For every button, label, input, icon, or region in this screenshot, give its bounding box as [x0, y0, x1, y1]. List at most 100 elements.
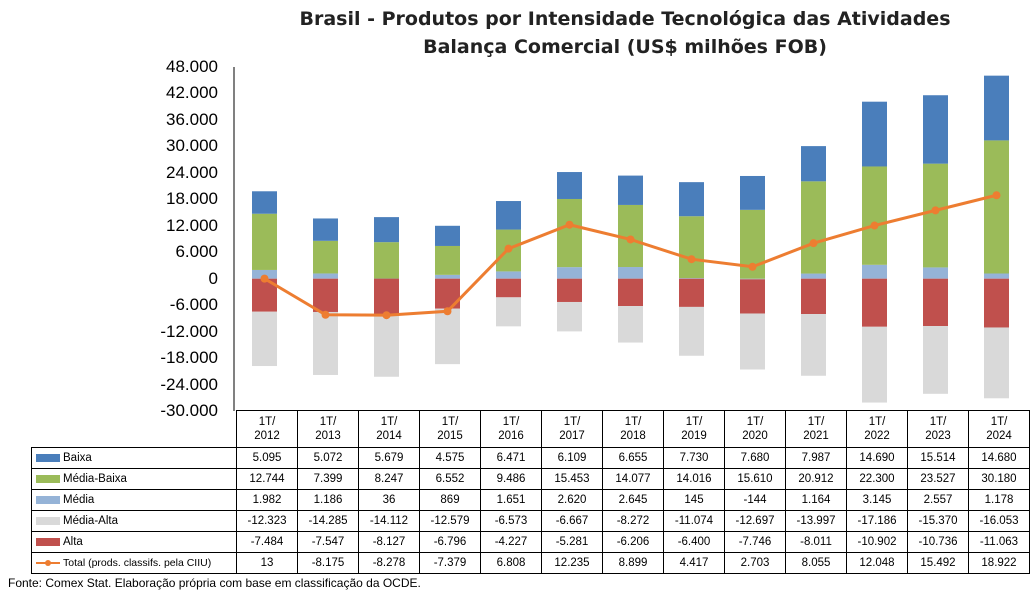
data-label: 12.235: [541, 552, 603, 574]
data-label: -12.323: [236, 510, 298, 532]
bar-baixa: [557, 172, 582, 199]
legend-entry: Média-Alta: [31, 510, 237, 532]
category-label-line2: 2022: [864, 430, 890, 442]
data-label: 6.109: [541, 447, 603, 469]
y-tick-label: -12.000: [160, 321, 218, 341]
bar-media: [313, 273, 338, 279]
data-label: 15.514: [907, 447, 969, 469]
category-label-line1: 1T/: [990, 416, 1008, 428]
bar-baixa: [923, 95, 948, 164]
bar-media: [496, 271, 521, 279]
bar-media: [740, 278, 765, 280]
data-label: -16.053: [968, 510, 1030, 532]
category-header: 1T/2023: [907, 410, 969, 448]
legend-label: Baixa: [63, 452, 92, 464]
category-header: 1T/2016: [480, 410, 542, 448]
bar-media: [801, 273, 826, 279]
data-label: 2.645: [602, 489, 664, 511]
data-label: -8.175: [297, 552, 359, 574]
data-label: -14.112: [358, 510, 420, 532]
data-label: -10.736: [907, 531, 969, 553]
data-label: -6.796: [419, 531, 481, 553]
bar-baixa: [496, 201, 521, 230]
legend-entry: Média: [31, 489, 237, 511]
data-label: -7.547: [297, 531, 359, 553]
bar-media_alta: [313, 311, 338, 375]
bar-media_alta: [984, 327, 1009, 399]
bar-media_alta: [557, 301, 582, 332]
data-label: 8.247: [358, 468, 420, 490]
bar-alta: [862, 278, 887, 327]
chart-title-line1: Brasil - Produtos por Intensidade Tecnol…: [299, 8, 951, 30]
data-label: 30.180: [968, 468, 1030, 490]
data-label: 18.922: [968, 552, 1030, 574]
bar-media_alta: [923, 326, 948, 394]
category-header: 1T/2015: [419, 410, 481, 448]
data-label: 5.095: [236, 447, 298, 469]
data-label: 2.703: [724, 552, 786, 574]
category-header: 1T/2014: [358, 410, 420, 448]
legend-swatch: [36, 516, 60, 525]
total-point: [565, 220, 574, 229]
data-label: 7.730: [663, 447, 725, 469]
bar-baixa: [313, 218, 338, 241]
data-label: 4.417: [663, 552, 725, 574]
data-label: 15.453: [541, 468, 603, 490]
legend-entry: Alta: [31, 531, 237, 553]
chart-title-line2: Balança Comercial (US$ milhões FOB): [423, 36, 827, 58]
category-label-line1: 1T/: [563, 416, 581, 428]
data-label: 8.055: [785, 552, 847, 574]
data-label: -7.484: [236, 531, 298, 553]
bar-alta: [984, 278, 1009, 328]
source-note: Fonte: Comex Stat. Elaboração própria co…: [8, 576, 421, 590]
data-label: 6.808: [480, 552, 542, 574]
bar-media: [435, 274, 460, 279]
bar-media_baixa: [679, 216, 704, 279]
legend-label: Média: [63, 494, 95, 506]
data-label: 1.164: [785, 489, 847, 511]
bar-alta: [923, 278, 948, 327]
y-tick-label: 48.000: [166, 57, 218, 76]
y-tick-label: 24.000: [166, 162, 218, 182]
category-label-line1: 1T/: [746, 416, 764, 428]
bar-media_baixa: [557, 198, 582, 268]
y-tick-label: 6.000: [175, 242, 218, 262]
legend-label: Total (prods. classifs. pela CIIU): [63, 557, 212, 569]
data-label: -15.370: [907, 510, 969, 532]
data-label: 36: [358, 489, 420, 511]
data-label: -144: [724, 489, 786, 511]
bar-baixa: [801, 146, 826, 182]
bar-media: [618, 267, 643, 279]
category-label-line1: 1T/: [502, 416, 520, 428]
category-label-line1: 1T/: [929, 416, 947, 428]
table-row-total: Total (prods. classifs. pela CIIU) 13 -8.1…: [31, 552, 1030, 574]
category-label-line1: 1T/: [258, 416, 276, 428]
data-label: 5.679: [358, 447, 420, 469]
data-label: 13: [236, 552, 298, 574]
table-corner: [32, 411, 237, 448]
y-tick-label: 18.000: [166, 189, 218, 209]
data-label: 12.048: [846, 552, 908, 574]
category-header: 1T/2012: [236, 410, 298, 448]
bar-media_alta: [679, 306, 704, 356]
total-point: [382, 311, 391, 320]
data-label: -6.667: [541, 510, 603, 532]
bar-media_alta: [618, 306, 643, 343]
data-label: -17.186: [846, 510, 908, 532]
data-label: 1.982: [236, 489, 298, 511]
data-label: -8.011: [785, 531, 847, 553]
legend-swatch: [36, 537, 60, 546]
legend-line-swatch: [36, 558, 60, 568]
data-label: -7.379: [419, 552, 481, 574]
data-label: -12.579: [419, 510, 481, 532]
total-point: [992, 191, 1001, 200]
total-point: [321, 310, 330, 319]
category-header: 1T/2021: [785, 410, 847, 448]
bar-baixa: [862, 101, 887, 167]
legend-entry: Total (prods. classifs. pela CIIU): [31, 552, 237, 574]
y-tick-label: 42.000: [166, 83, 218, 103]
bar-media_alta: [252, 311, 277, 367]
legend-label: Média-Baixa: [63, 473, 127, 485]
data-label: 14.690: [846, 447, 908, 469]
